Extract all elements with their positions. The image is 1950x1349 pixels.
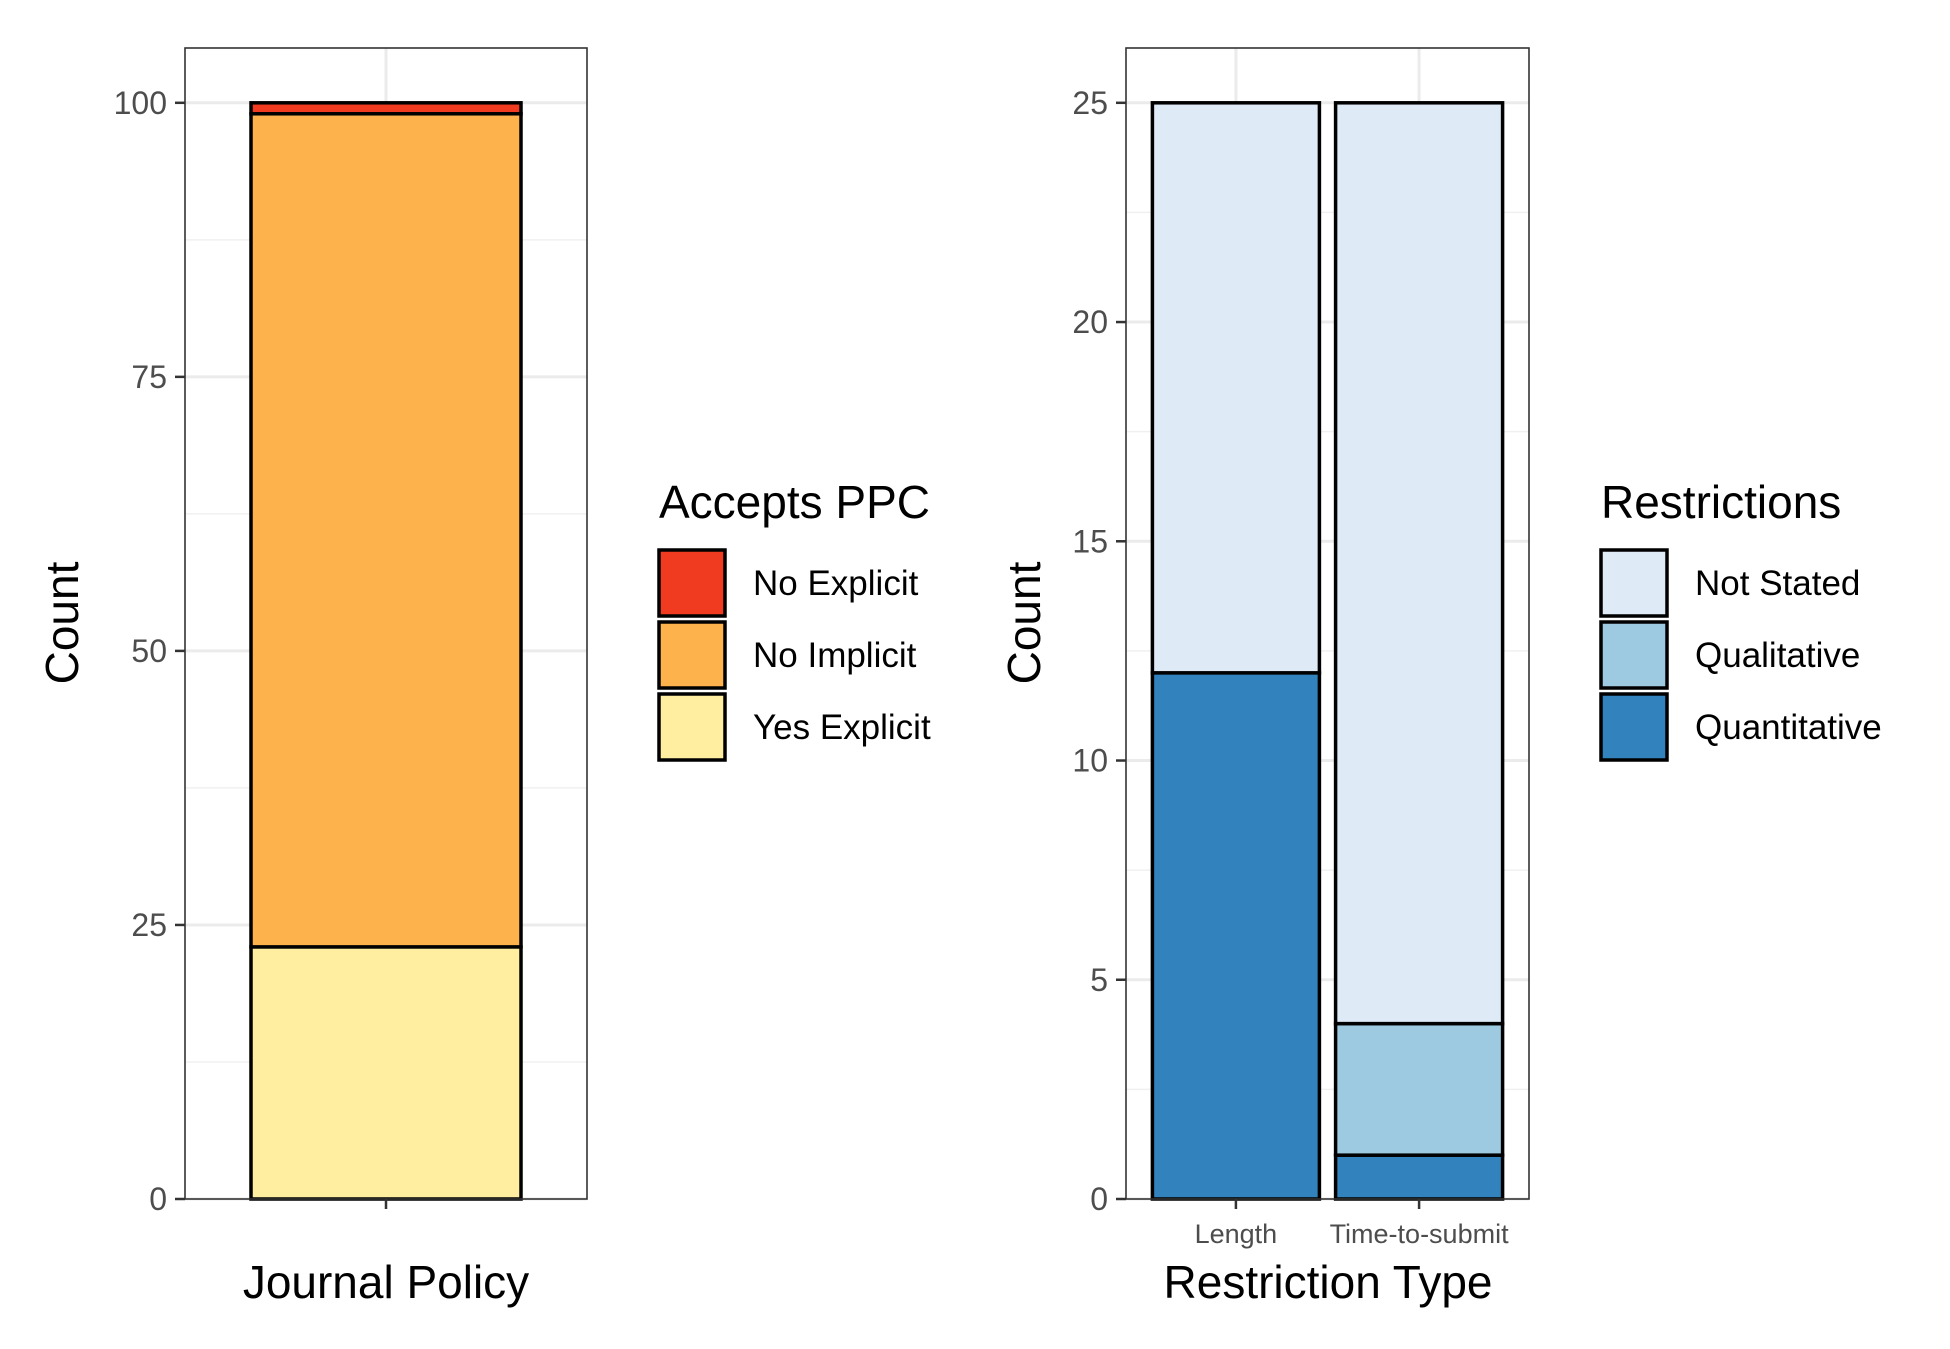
bar-segment-yes-explicit <box>249 945 523 1201</box>
bar-segment-no-implicit <box>249 112 523 949</box>
bar-segment-quantitative <box>1333 1153 1505 1201</box>
legend-accepts-ppc: Accepts PPC No Explicit No Implicit Yes Ex… <box>657 476 931 762</box>
bar-segment-not-stated <box>1150 101 1322 675</box>
y-axis: 0 25 50 75 100 <box>114 85 185 1217</box>
y-tick-label: 50 <box>131 633 167 669</box>
legend-label: Quantitative <box>1695 708 1882 747</box>
y-tick-label: 15 <box>1072 523 1108 559</box>
legend-label: No Explicit <box>753 564 919 603</box>
x-tick-label: Length <box>1195 1219 1278 1249</box>
legend-title: Restrictions <box>1601 476 1841 528</box>
chart-panel-restriction-type: 0 5 10 15 20 25 Length Time-to-submit Count Re… <box>998 47 1882 1308</box>
legend-label: Not Stated <box>1695 564 1860 603</box>
y-tick-label: 25 <box>131 907 167 943</box>
bar-stacks <box>1150 101 1505 1201</box>
x-axis-title: Restriction Type <box>1164 1256 1493 1308</box>
bar-segment-quantitative <box>1150 671 1322 1201</box>
y-tick-label: 0 <box>1090 1181 1108 1217</box>
bar-segment-not-stated <box>1333 101 1505 1026</box>
legend-restrictions: Restrictions Not Stated Qualitative Quanti… <box>1599 476 1882 762</box>
bar-stack <box>249 101 523 1201</box>
x-axis: Length Time-to-submit <box>1195 1199 1509 1249</box>
legend-key <box>1599 548 1669 618</box>
legend-label: No Implicit <box>753 636 917 675</box>
legend-key <box>657 692 727 762</box>
legend-label: Yes Explicit <box>753 708 931 747</box>
y-axis-title: Count <box>998 561 1050 684</box>
legend-title: Accepts PPC <box>659 476 930 528</box>
bar-segment-no-explicit <box>249 101 523 116</box>
y-tick-label: 75 <box>131 359 167 395</box>
x-tick-label: Time-to-submit <box>1330 1219 1510 1249</box>
y-tick-label: 5 <box>1090 962 1108 998</box>
y-axis: 0 5 10 15 20 25 <box>1072 85 1126 1217</box>
y-tick-label: 100 <box>114 85 167 121</box>
y-tick-label: 20 <box>1072 304 1108 340</box>
legend-key <box>657 548 727 618</box>
legend-key <box>1599 692 1669 762</box>
y-axis-title: Count <box>36 561 88 684</box>
legend-key <box>657 620 727 690</box>
y-tick-label: 10 <box>1072 743 1108 779</box>
legend-key <box>1599 620 1669 690</box>
y-tick-label: 0 <box>149 1181 167 1217</box>
panel-border <box>1125 47 1530 1200</box>
bar-segment-qualitative <box>1333 1021 1505 1157</box>
legend-label: Qualitative <box>1695 636 1860 675</box>
chart-panel-journal-policy: 0 25 50 75 100 Count Journal Policy Accepts … <box>36 47 931 1308</box>
y-tick-label: 25 <box>1072 85 1108 121</box>
x-axis-title: Journal Policy <box>243 1256 529 1308</box>
